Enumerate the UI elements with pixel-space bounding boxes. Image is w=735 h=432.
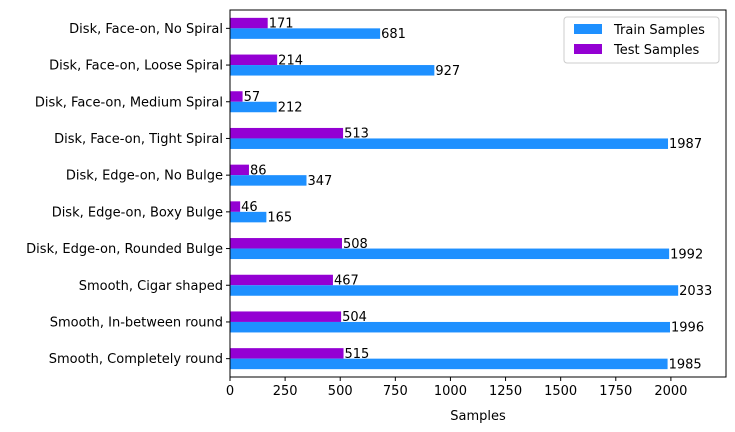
bar-label-train: 165 xyxy=(267,211,292,226)
legend-swatch xyxy=(574,44,602,54)
bar-label-train: 1985 xyxy=(669,357,702,372)
y-tick-label: Disk, Face-on, Tight Spiral xyxy=(54,132,223,147)
bar-label-test: 467 xyxy=(334,274,359,289)
x-tick-label: 1500 xyxy=(544,384,577,399)
bar-label-train: 1996 xyxy=(671,321,704,336)
bar-test xyxy=(230,311,342,322)
bar-train xyxy=(230,321,671,333)
bar-train xyxy=(230,175,307,186)
bar-train xyxy=(230,248,670,260)
bar-label-test: 515 xyxy=(345,347,370,362)
x-tick-label: 0 xyxy=(226,384,234,399)
x-tick-label: 2000 xyxy=(654,384,687,399)
plot-frame xyxy=(229,9,727,378)
bar-label-test: 46 xyxy=(241,200,258,215)
y-tick-label: Smooth, Cigar shaped xyxy=(79,279,223,294)
y-tick-label: Disk, Face-on, No Spiral xyxy=(69,22,223,37)
legend-swatch xyxy=(574,24,602,34)
bar-label-test: 57 xyxy=(244,90,261,105)
bar-test xyxy=(230,238,342,249)
bar-label-train: 347 xyxy=(307,174,332,189)
bar-train xyxy=(230,211,267,223)
bar-test xyxy=(230,54,278,66)
bar-train xyxy=(230,358,668,370)
bar-test xyxy=(230,164,249,176)
bar-label-test: 214 xyxy=(278,53,303,68)
bar-train xyxy=(230,138,669,149)
x-tick-label: 1250 xyxy=(489,384,522,399)
bar-label-train: 1992 xyxy=(670,247,703,262)
bar-train xyxy=(230,101,277,113)
bar-test xyxy=(230,17,268,29)
bar-label-train: 2033 xyxy=(679,284,712,299)
bar-train xyxy=(230,65,435,76)
bar-train xyxy=(230,285,679,296)
bar-test xyxy=(230,127,344,139)
bar-label-train: 681 xyxy=(381,27,406,42)
y-tick-label: Disk, Edge-on, No Bulge xyxy=(66,169,223,184)
y-tick-label: Disk, Edge-on, Rounded Bulge xyxy=(26,242,223,257)
bar-label-test: 86 xyxy=(250,163,267,178)
y-tick-label: Smooth, In-between round xyxy=(50,315,223,330)
bar-label-test: 171 xyxy=(269,17,294,32)
bar-label-test: 513 xyxy=(344,127,369,142)
bar-label-train: 1987 xyxy=(669,137,702,152)
legend-label: Test Samples xyxy=(613,43,699,58)
x-tick-label: 1750 xyxy=(599,384,632,399)
bar-train xyxy=(230,28,381,39)
y-tick-label: Disk, Face-on, Loose Spiral xyxy=(49,59,223,74)
y-tick-label: Disk, Face-on, Medium Spiral xyxy=(35,95,223,110)
x-tick-label: 500 xyxy=(328,384,353,399)
bar-label-train: 927 xyxy=(435,64,460,79)
legend-box xyxy=(563,16,720,64)
x-tick-label: 250 xyxy=(273,384,298,399)
bar-label-test: 504 xyxy=(342,310,367,325)
legend-label: Train Samples xyxy=(613,23,705,38)
bar-test xyxy=(230,274,333,286)
y-tick-label: Smooth, Completely round xyxy=(49,352,223,367)
y-tick-label: Disk, Edge-on, Boxy Bulge xyxy=(52,205,223,220)
bar-label-train: 212 xyxy=(278,101,303,116)
bar-label-test: 508 xyxy=(343,237,368,252)
x-tick-label: 1000 xyxy=(434,384,467,399)
bar-test xyxy=(230,348,344,359)
bar-test xyxy=(230,91,243,102)
bar-test xyxy=(230,201,241,212)
x-tick-label: 750 xyxy=(383,384,408,399)
x-axis-title: Samples xyxy=(450,409,506,424)
